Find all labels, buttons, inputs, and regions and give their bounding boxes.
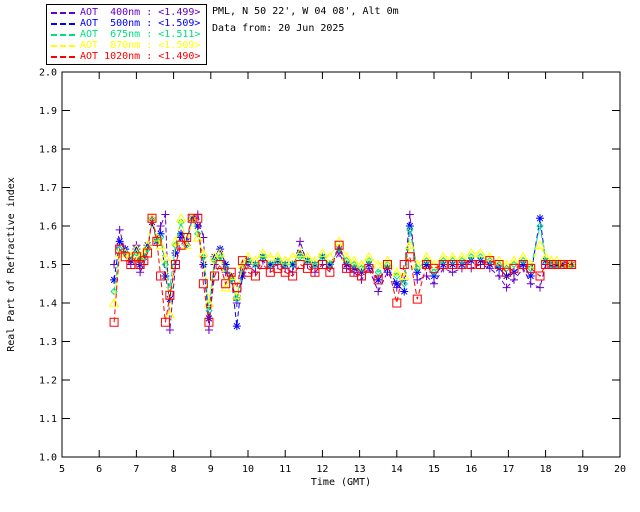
y-tick-label: 1.1 xyxy=(39,414,57,425)
y-tick-label: 1.9 xyxy=(39,106,57,117)
legend-entry-label: AOT 870nm : <1.509> xyxy=(80,40,201,51)
y-axis-title: Real Part of Refractive index xyxy=(6,177,17,352)
y-tick-label: 1.8 xyxy=(39,145,57,156)
legend-dashed-line-icon xyxy=(51,33,75,36)
x-tick-label: 18 xyxy=(540,464,552,475)
legend-entry-1020nm: AOT 1020nm : <1.490> xyxy=(51,51,200,62)
x-tick-label: 17 xyxy=(502,464,514,475)
series-line-870nm xyxy=(113,218,572,315)
x-tick-label: 11 xyxy=(279,464,291,475)
legend-dashed-line-icon xyxy=(51,44,75,47)
y-tick-label: 1.3 xyxy=(39,337,57,348)
x-tick-label: 5 xyxy=(59,464,65,475)
date-subtitle: Data from: 20 Jun 2025 xyxy=(212,23,345,34)
legend-dashed-line-icon xyxy=(51,55,75,58)
y-tick-label: 1.2 xyxy=(39,376,57,387)
x-tick-label: 6 xyxy=(96,464,102,475)
legend-box: AOT 400nm : <1.499> AOT 500nm : <1.509> AO… xyxy=(46,4,208,65)
station-title: PML, N 50 22', W 04 08', Alt 0m xyxy=(212,6,399,17)
series-line-500nm xyxy=(113,217,572,327)
x-tick-label: 13 xyxy=(354,464,366,475)
legend-entry-label: AOT 675nm : <1.511> xyxy=(80,29,201,40)
legend-entry-400nm: AOT 400nm : <1.499> xyxy=(51,7,200,18)
x-tick-label: 14 xyxy=(391,464,403,475)
x-tick-label: 12 xyxy=(316,464,328,475)
x-tick-label: 16 xyxy=(465,464,477,475)
y-tick-label: 1.7 xyxy=(39,183,57,194)
x-tick-label: 19 xyxy=(577,464,589,475)
y-tick-label: 1.0 xyxy=(39,453,57,464)
legend-entry-label: AOT 500nm : <1.509> xyxy=(80,18,201,29)
x-tick-label: 9 xyxy=(208,464,214,475)
legend-entry-500nm: AOT 500nm : <1.509> xyxy=(51,18,200,29)
y-tick-label: 2.0 xyxy=(39,68,57,79)
y-tick-label: 1.4 xyxy=(39,299,57,310)
legend-entry-675nm: AOT 675nm : <1.511> xyxy=(51,29,200,40)
y-tick-label: 1.5 xyxy=(39,260,57,271)
x-axis-title: Time (GMT) xyxy=(311,477,371,488)
legend-entry-870nm: AOT 870nm : <1.509> xyxy=(51,40,200,51)
x-tick-label: 7 xyxy=(133,464,139,475)
series-line-1020nm xyxy=(113,217,572,323)
legend-entry-label: AOT 1020nm : <1.490> xyxy=(80,51,201,62)
legend-dashed-line-icon xyxy=(51,11,75,14)
x-tick-label: 8 xyxy=(171,464,177,475)
x-tick-label: 15 xyxy=(428,464,440,475)
x-tick-label: 10 xyxy=(242,464,254,475)
series-line-400nm xyxy=(113,213,572,330)
series-markers-1020nm-square-icon xyxy=(109,213,577,327)
x-tick-label: 20 xyxy=(614,464,626,475)
legend-dashed-line-icon xyxy=(51,22,75,25)
legend-entry-label: AOT 400nm : <1.499> xyxy=(80,7,201,18)
y-tick-label: 1.6 xyxy=(39,222,57,233)
